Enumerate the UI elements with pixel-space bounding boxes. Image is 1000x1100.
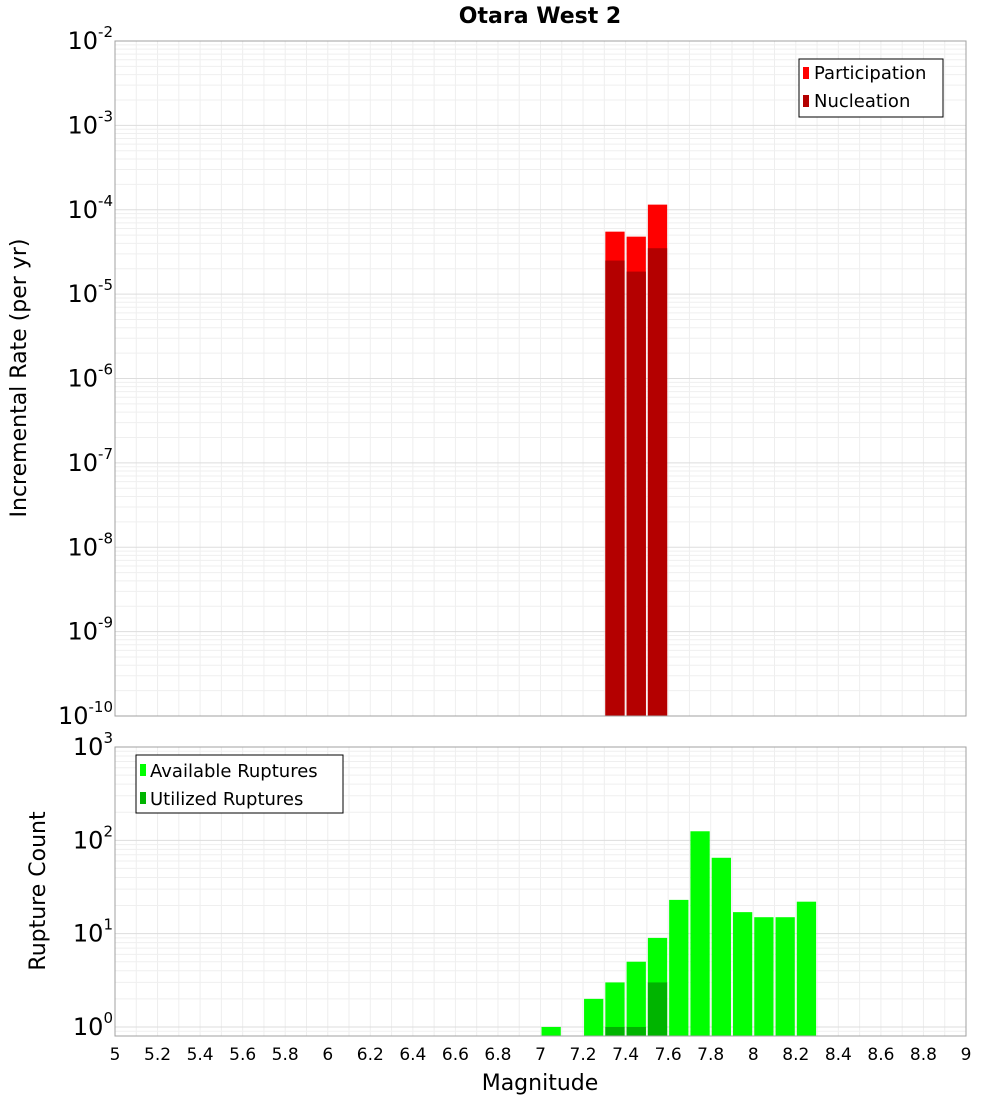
- bottom-plot-bars: [541, 831, 817, 1036]
- legend-swatch-available-ruptures: [140, 764, 146, 776]
- bottom-y-axis-label: Rupture Count: [26, 811, 51, 971]
- top-legend-box: [798, 58, 944, 118]
- bottom-bar-available-ruptures: [754, 917, 774, 1036]
- x-tick-label: 6.4: [399, 1045, 426, 1065]
- legend-swatch-nucleation: [803, 95, 809, 107]
- bottom-bar-available-ruptures: [541, 1026, 561, 1036]
- top-plot-gridlines: [114, 41, 967, 717]
- x-tick-label: 8.6: [867, 1045, 894, 1065]
- top-y-tick-label: 10-8: [67, 529, 113, 561]
- legend-label-participation: Participation: [814, 63, 926, 84]
- x-tick-label: 6.2: [357, 1045, 384, 1065]
- x-tick-labels: 5 5.2 5.4 5.6 5.8 6 6.2 6.4 6.6 6.8 7 7.2 7.4 7.6 7.8 8…: [110, 1045, 972, 1065]
- x-tick-label: 5.4: [187, 1045, 214, 1065]
- top-y-tick-label: 10-6: [67, 361, 113, 393]
- x-tick-label: 7.6: [655, 1045, 682, 1065]
- top-y-tick-label: 10-9: [67, 614, 113, 646]
- top-plot-bars: [605, 204, 668, 717]
- bottom-bar-available-ruptures: [796, 901, 817, 1036]
- top-y-tick-label: 10-7: [67, 445, 113, 477]
- bottom-y-tick-label: 103: [73, 729, 113, 761]
- bottom-bar-available-ruptures: [605, 982, 625, 1036]
- bottom-bar-utilized-ruptures: [605, 1026, 625, 1036]
- top-y-tick-label: 10-4: [67, 192, 113, 224]
- legend-label-nucleation: Nucleation: [814, 91, 910, 112]
- x-tick-label: 6.8: [484, 1045, 511, 1065]
- x-tick-label: 7: [535, 1045, 546, 1065]
- top-plot-frame: [114, 40, 967, 717]
- bottom-plot-frame: [114, 746, 967, 1037]
- x-tick-label: 5: [110, 1045, 121, 1065]
- x-tick-label: 8: [748, 1045, 759, 1065]
- top-bar-nucleation: [647, 248, 668, 717]
- top-y-tick-label: 10-3: [67, 107, 113, 139]
- legend-label-utilized-ruptures: Utilized Ruptures: [150, 789, 303, 810]
- legend-label-available-ruptures: Available Ruptures: [150, 761, 318, 782]
- bottom-bar-available-ruptures: [711, 857, 731, 1036]
- chart-title: Otara West 2: [459, 4, 621, 29]
- x-tick-label: 5.2: [144, 1045, 171, 1065]
- top-y-tick-label: 10-5: [67, 276, 113, 308]
- top-bar-nucleation: [605, 260, 625, 716]
- top-y-tick-label: 10-10: [58, 698, 113, 730]
- x-tick-label: 7.4: [612, 1045, 639, 1065]
- bottom-bar-available-ruptures: [669, 899, 689, 1036]
- legend-swatch-utilized-ruptures: [140, 792, 146, 804]
- bottom-bar-available-ruptures: [626, 961, 646, 1036]
- x-tick-label: 6: [322, 1045, 333, 1065]
- x-axis-label: Magnitude: [482, 1071, 599, 1096]
- bottom-legend: Available Ruptures Utilized Ruptures: [135, 754, 344, 814]
- x-tick-label: 6.6: [442, 1045, 469, 1065]
- top-y-axis-label: Incremental Rate (per yr): [7, 239, 32, 518]
- bottom-bar-utilized-ruptures: [647, 982, 668, 1036]
- x-tick-label: 9: [961, 1045, 972, 1065]
- bottom-bar-available-ruptures: [775, 917, 795, 1036]
- x-tick-label: 5.8: [272, 1045, 299, 1065]
- bottom-bar-available-ruptures: [584, 998, 604, 1036]
- top-y-tick-label: 10-2: [67, 23, 113, 55]
- bottom-bar-available-ruptures: [690, 831, 710, 1036]
- legend-swatch-participation: [803, 67, 809, 79]
- bottom-y-tick-label: 102: [73, 822, 113, 854]
- bottom-y-tick-labels: 100 101 102 103: [73, 729, 113, 1041]
- x-tick-label: 7.8: [697, 1045, 724, 1065]
- bottom-y-tick-label: 101: [73, 916, 113, 948]
- bottom-bar-utilized-ruptures: [626, 1026, 646, 1036]
- x-tick-label: 8.8: [910, 1045, 937, 1065]
- x-tick-label: 7.2: [570, 1045, 597, 1065]
- top-legend: Participation Nucleation: [798, 58, 944, 118]
- bottom-bar-available-ruptures: [732, 912, 753, 1036]
- bottom-legend-box: [135, 754, 344, 814]
- x-tick-label: 8.2: [782, 1045, 809, 1065]
- x-tick-label: 5.6: [229, 1045, 256, 1065]
- bottom-y-tick-label: 100: [73, 1009, 113, 1041]
- top-bar-nucleation: [626, 271, 646, 716]
- x-tick-label: 8.4: [825, 1045, 852, 1065]
- top-y-tick-labels: 10-10 10-9 10-8 10-7 10-6 10-5 10-4 10-3 10-2: [58, 23, 113, 730]
